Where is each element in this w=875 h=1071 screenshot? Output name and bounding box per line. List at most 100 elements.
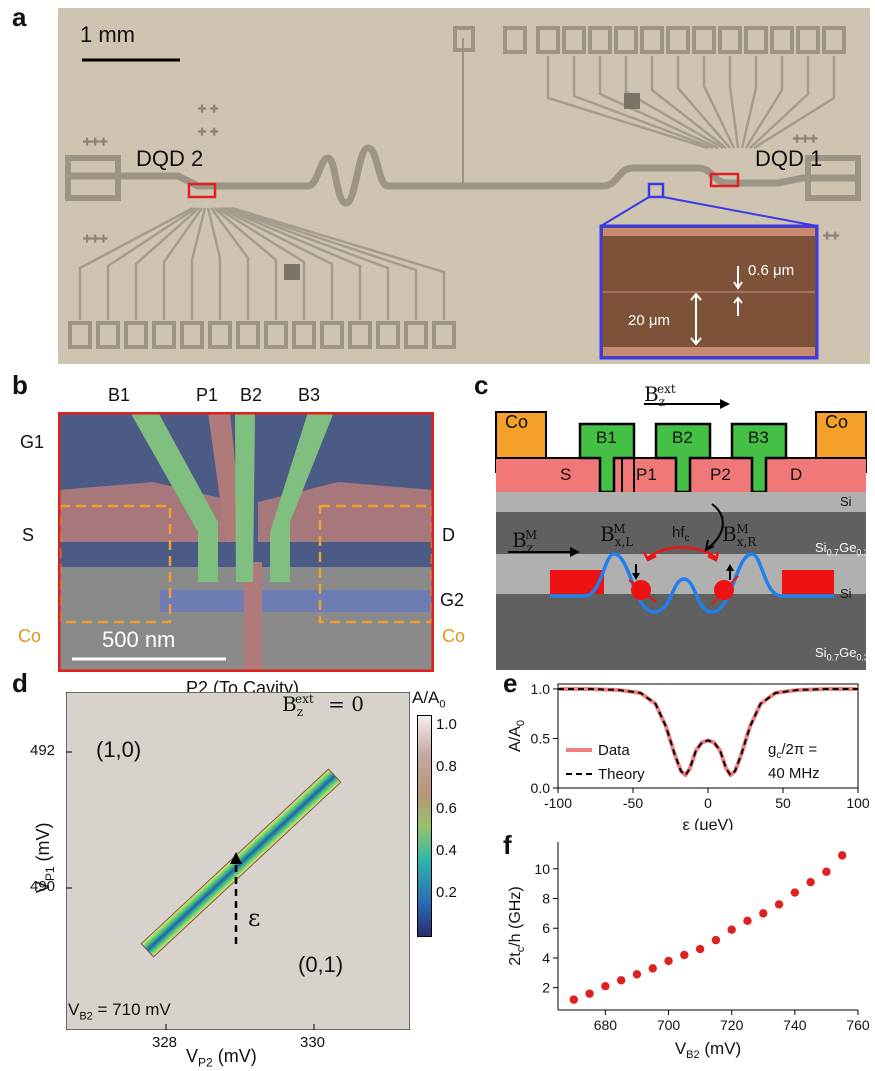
y-tick-label: 1.0 (531, 681, 551, 697)
bz-ext-d: Bzext = 0 (282, 692, 364, 719)
x-tick-label: 720 (720, 1017, 744, 1033)
y-tick-label: 2 (542, 980, 550, 996)
data-point (806, 877, 815, 887)
epsilon-label: ε (248, 904, 261, 932)
region-01-label: (0,1) (298, 952, 344, 977)
data-point (664, 956, 673, 966)
c-label-s: S (560, 465, 572, 484)
data-line (558, 686, 858, 778)
inset-zoom (599, 224, 819, 360)
data-point (695, 944, 705, 954)
dqd2-label: DQD 2 (136, 146, 204, 171)
svg-text:+++: +++ (83, 230, 108, 246)
svg-text:++: ++ (823, 227, 839, 243)
co-left-label: Co (505, 412, 529, 432)
y-tick-label: 0.5 (531, 730, 551, 746)
chart-f: 680 700 720 740 760 2 4 6 8 10 VB2 (mV) 2tc/h (GHz) (507, 842, 870, 1061)
label-d: D (442, 525, 455, 545)
colorbar-title: A/A0 (412, 688, 446, 711)
svg-text:+++: +++ (793, 130, 818, 146)
c-gate-b1: B1 (596, 428, 617, 447)
data-point (822, 867, 831, 876)
c-label-p1: P1 (636, 465, 657, 484)
c-label-p2: P2 (710, 465, 731, 484)
y-axis-label: 2tc/h (GHz) (507, 886, 527, 965)
y-tick-label: 10 (534, 861, 550, 877)
sige-bot-label: Si0.7Ge0.3 (815, 645, 869, 663)
panel-letter-b: b (12, 370, 28, 400)
inset-thickness-label: 0.6 μm (748, 262, 795, 279)
data-point (616, 976, 626, 985)
data-point (838, 851, 847, 860)
data-point (759, 909, 768, 918)
x-tick-label: 680 (594, 1017, 618, 1033)
data-point (601, 982, 610, 991)
colorbar (417, 715, 432, 937)
svg-text:+++: +++ (83, 133, 108, 149)
cbar-tick: 0.4 (436, 842, 457, 859)
c-label-d: D (790, 465, 803, 484)
data-point (648, 964, 657, 973)
gate-label-p1: P1 (196, 385, 219, 405)
coupling-annotation: gc/2π = (768, 741, 817, 761)
data-point (743, 916, 752, 925)
dqd1-label: DQD 1 (755, 146, 823, 171)
legend-data-label: Data (598, 742, 630, 759)
theory-line (558, 687, 858, 777)
bxl-label: Bx,LM (600, 522, 634, 549)
data-point (680, 950, 689, 960)
sige-top-label: Si0.7Ge0.3 (815, 540, 869, 558)
dqd2-marker (187, 182, 217, 199)
panel-letter-d: d (12, 668, 28, 698)
cbar-tick: 1.0 (436, 716, 457, 733)
hfc-label: hfc (672, 524, 690, 544)
d-ytick: 490 (30, 878, 56, 895)
bzm-label: BzM (512, 528, 538, 555)
label-g1: G1 (20, 432, 45, 452)
sem-image (58, 412, 434, 672)
region-10-label: (1,0) (96, 737, 142, 762)
inset-width-label: 20 μm (628, 312, 670, 329)
cbar-tick: 0.6 (436, 800, 457, 817)
panel-letter-c: c (474, 370, 489, 400)
label-g2: G2 (440, 590, 465, 610)
device-schematic (495, 399, 867, 670)
data-point (774, 900, 784, 909)
x-tick-label: -50 (623, 795, 643, 811)
label-co-right: Co (442, 626, 466, 646)
charge-stability-map (66, 692, 410, 1030)
svg-text:+ +: + + (198, 123, 218, 139)
scalebar-label-b: 500 nm (102, 627, 176, 652)
x-axis-label: VB2 (mV) (675, 1039, 741, 1061)
label-s: S (22, 525, 35, 545)
data-point (632, 970, 642, 979)
gate-label-b1: B1 (108, 385, 131, 405)
label-co-left: Co (18, 626, 42, 646)
d-ylabel: VP1 (mV) (33, 822, 57, 894)
gate-label-b3: B3 (298, 385, 321, 405)
panel-letter-e: e (503, 668, 518, 698)
vb2-label: VB2 = 710 mV (68, 1000, 171, 1023)
y-tick-label: 0.0 (531, 780, 551, 796)
legend-theory-label: Theory (598, 766, 645, 783)
data-point (585, 989, 594, 998)
panel-letter-f: f (503, 830, 512, 860)
chip-micrograph: + + + + +++ +++ +++ ++ (58, 8, 870, 364)
cbar-tick: 0.8 (436, 758, 457, 775)
panel-letter-a: a (12, 2, 27, 32)
d-xtick: 330 (300, 1034, 326, 1051)
x-tick-label: 740 (783, 1017, 807, 1033)
x-tick-label: -100 (544, 795, 572, 811)
d-ytick: 492 (30, 742, 56, 759)
y-axis-label: A/A0 (507, 720, 527, 752)
data-point (569, 995, 578, 1004)
c-gate-b2: B2 (672, 428, 693, 447)
dqd1-marker (709, 172, 740, 188)
coupling-value: 40 MHz (768, 765, 820, 782)
si-mid-label: Si (840, 586, 852, 601)
data-point (790, 888, 800, 897)
x-tick-label: 50 (775, 795, 791, 811)
svg-text:+ +: + + (198, 100, 218, 116)
gate-label-b2: B2 (240, 385, 263, 405)
x-tick-label: 760 (846, 1017, 870, 1033)
